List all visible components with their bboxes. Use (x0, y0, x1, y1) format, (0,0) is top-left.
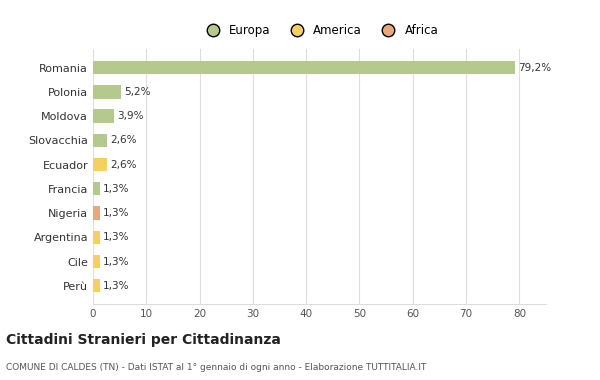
Bar (93, 182, 100, 195)
Bar (93, 85, 121, 98)
Bar (93, 231, 100, 244)
Text: 2,6%: 2,6% (110, 135, 137, 145)
Text: Cittadini Stranieri per Cittadinanza: Cittadini Stranieri per Cittadinanza (6, 333, 281, 347)
Text: 79,2%: 79,2% (518, 63, 551, 73)
Bar (93, 109, 114, 123)
Legend: Europa, America, Africa: Europa, America, Africa (196, 20, 443, 42)
Text: 3,9%: 3,9% (117, 111, 143, 121)
Bar (93, 61, 515, 74)
Text: COMUNE DI CALDES (TN) - Dati ISTAT al 1° gennaio di ogni anno - Elaborazione TUT: COMUNE DI CALDES (TN) - Dati ISTAT al 1°… (6, 364, 427, 372)
Bar (93, 134, 107, 147)
Text: 1,3%: 1,3% (103, 184, 130, 194)
Text: 2,6%: 2,6% (110, 160, 137, 169)
Bar (93, 158, 107, 171)
Text: 5,2%: 5,2% (124, 87, 151, 97)
Bar (93, 255, 100, 268)
Text: 1,3%: 1,3% (103, 281, 130, 291)
Text: 1,3%: 1,3% (103, 208, 130, 218)
Bar (93, 279, 100, 293)
Bar (93, 206, 100, 220)
Text: 1,3%: 1,3% (103, 232, 130, 242)
Text: 1,3%: 1,3% (103, 256, 130, 266)
